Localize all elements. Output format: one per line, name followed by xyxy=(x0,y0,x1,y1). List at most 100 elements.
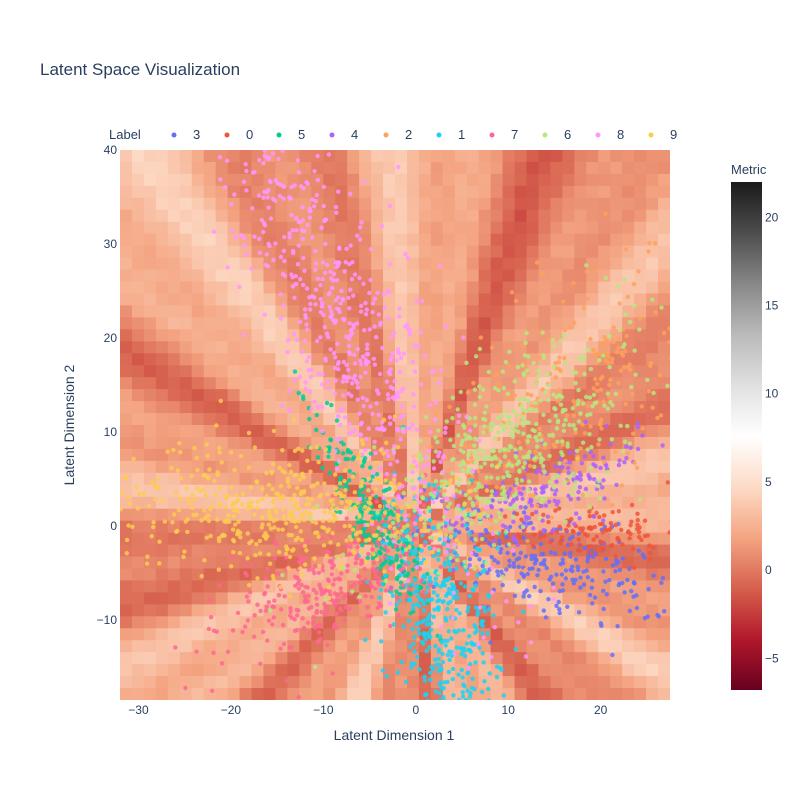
scatter-point xyxy=(594,388,600,394)
heatmap-cell xyxy=(658,592,670,605)
heatmap-cell xyxy=(167,269,181,283)
scatter-point xyxy=(349,277,355,282)
scatter-point xyxy=(397,306,402,311)
scatter-point xyxy=(230,554,235,559)
heatmap-cell xyxy=(191,197,205,211)
scatter-point xyxy=(625,451,630,456)
scatter-point xyxy=(357,580,362,586)
scatter-point xyxy=(464,516,470,522)
scatter-point xyxy=(278,254,284,260)
heatmap-cell xyxy=(120,580,133,593)
scatter-point xyxy=(573,380,578,386)
legend-item-0[interactable]: 0 xyxy=(224,127,254,142)
scatter-point xyxy=(726,353,730,357)
scatter-point xyxy=(303,315,308,320)
heatmap-cell xyxy=(167,544,181,558)
legend-item-9[interactable]: 9 xyxy=(648,127,678,142)
legend-item-1[interactable]: 1 xyxy=(436,127,466,142)
scatter-point xyxy=(343,456,348,462)
legend-item-2[interactable]: 2 xyxy=(383,127,413,142)
plot-area[interactable] xyxy=(21,0,800,800)
heatmap-cell xyxy=(191,209,205,223)
scatter-point xyxy=(586,296,591,301)
heatmap-cell xyxy=(490,329,504,342)
scatter-point xyxy=(412,521,418,526)
heatmap-cell xyxy=(155,508,169,522)
scatter-point xyxy=(528,640,534,645)
heatmap-cell xyxy=(203,389,217,402)
scatter-point xyxy=(450,615,455,621)
heatmap-cell xyxy=(203,185,217,199)
heatmap-cell xyxy=(191,616,205,629)
heatmap-cell xyxy=(658,640,670,653)
scatter-point xyxy=(496,538,502,543)
scatter-point xyxy=(396,539,401,544)
legend-label: 9 xyxy=(670,127,677,142)
heatmap-cell xyxy=(586,365,599,378)
scatter-point xyxy=(505,463,510,468)
heatmap-cell xyxy=(155,353,169,366)
heatmap-cell xyxy=(347,652,360,665)
heatmap-cell xyxy=(622,233,635,247)
scatter-point xyxy=(346,295,351,300)
scatter-point xyxy=(396,164,401,170)
scatter-point xyxy=(479,714,483,718)
scatter-point xyxy=(233,54,237,58)
scatter-point xyxy=(581,469,586,474)
heatmap-cell xyxy=(275,628,288,641)
scatter-point xyxy=(557,607,562,612)
scatter-point xyxy=(218,177,223,182)
scatter-point xyxy=(417,667,422,672)
heatmap-cell xyxy=(179,425,193,438)
legend-item-7[interactable]: 7 xyxy=(489,127,519,142)
scatter-point xyxy=(352,428,357,433)
heatmap-cell xyxy=(526,317,540,330)
heatmap-cell xyxy=(323,197,336,211)
scatter-point xyxy=(264,604,269,609)
heatmap-cell xyxy=(658,245,670,259)
heatmap-cell xyxy=(406,233,420,247)
scatter-point xyxy=(521,371,526,376)
scatter-point xyxy=(263,608,269,613)
legend-item-5[interactable]: 5 xyxy=(276,127,306,142)
scatter-point xyxy=(440,469,446,474)
scatter-point xyxy=(334,436,339,442)
scatter-point xyxy=(338,422,343,428)
scatter-point xyxy=(563,527,569,532)
scatter-point xyxy=(274,141,278,145)
scatter-point xyxy=(568,567,573,573)
scatter-point xyxy=(411,719,415,723)
scatter-point xyxy=(330,285,335,291)
heatmap-cell xyxy=(167,616,181,629)
scatter-point xyxy=(387,601,393,606)
scatter-point xyxy=(617,567,623,573)
scatter-point xyxy=(611,339,616,344)
scatter-point xyxy=(443,510,449,515)
scatter-point xyxy=(237,284,242,290)
heatmap-cell xyxy=(203,460,217,474)
heatmap-cell xyxy=(155,580,169,593)
scatter-point xyxy=(243,624,248,629)
scatter-point xyxy=(364,346,370,351)
scatter-point xyxy=(536,368,541,373)
legend-item-4[interactable]: 4 xyxy=(329,127,359,142)
legend-item-3[interactable]: 3 xyxy=(171,127,201,142)
scatter-point xyxy=(513,447,518,452)
heatmap-cell xyxy=(239,293,253,307)
scatter-point xyxy=(359,420,364,425)
heatmap-cell xyxy=(514,161,528,175)
heatmap-cell xyxy=(131,221,145,235)
heatmap-cell xyxy=(203,556,217,570)
legend-item-8[interactable]: 8 xyxy=(595,127,625,142)
scatter-point xyxy=(565,441,570,446)
heatmap-cell xyxy=(347,197,360,211)
heatmap-cell xyxy=(502,580,516,593)
legend-item-6[interactable]: 6 xyxy=(542,127,572,142)
heatmap-cell xyxy=(215,281,229,295)
scatter-point xyxy=(451,522,457,527)
scatter-point xyxy=(463,432,468,437)
scatter-point xyxy=(318,282,323,288)
scatter-point xyxy=(488,428,493,433)
heatmap-cell xyxy=(167,150,181,163)
scatter-point xyxy=(618,368,624,373)
